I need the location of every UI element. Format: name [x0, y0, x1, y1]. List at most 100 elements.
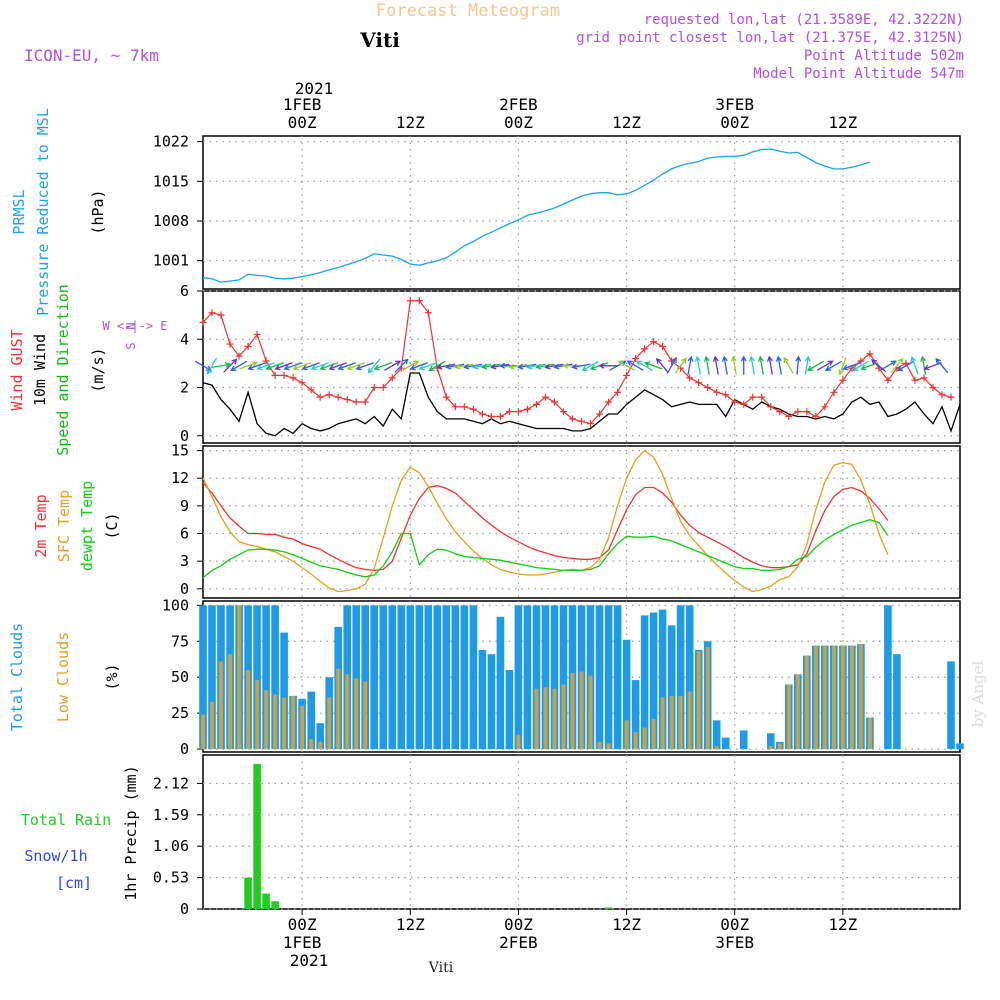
gust-marker: [343, 396, 351, 404]
axis-label-cm: [cm]: [56, 874, 92, 892]
gust-marker: [559, 408, 567, 416]
total-cloud-bar: [199, 605, 207, 750]
total-cloud-bar: [532, 605, 541, 750]
arrow-shaft: [732, 356, 737, 375]
low-cloud-bar: [570, 672, 575, 750]
total-cloud-bar: [352, 605, 360, 750]
axis-label-rain: Total Rain: [21, 811, 111, 829]
total-cloud-bar: [307, 691, 315, 750]
gust-marker: [758, 393, 766, 401]
axis-label-prmsl: PRMSL: [10, 189, 28, 234]
arrow-head: [454, 363, 461, 370]
arrow-head: [436, 363, 443, 370]
arrow-shaft: [656, 358, 669, 374]
wind-direction-arrow: [806, 360, 824, 371]
arrow-head: [804, 355, 811, 362]
y-tick-label: 0: [180, 427, 189, 445]
low-cloud-bar: [669, 695, 674, 750]
total-cloud-bar: [442, 605, 451, 750]
gust-marker: [803, 408, 811, 416]
date-label: 1FEB: [283, 95, 322, 114]
arrow-shaft: [374, 362, 392, 370]
y-tick-label: 1001: [153, 252, 189, 270]
wind-direction-arrow: [923, 362, 942, 371]
arrow-head: [413, 360, 420, 366]
gust-marker: [938, 391, 946, 399]
arrow-head: [230, 365, 237, 371]
low-cloud-bar: [849, 645, 854, 750]
wind-direction-arrow: [643, 361, 663, 370]
arrow-shaft: [843, 362, 861, 370]
arrow-shaft: [572, 363, 591, 368]
arrow-head: [292, 364, 299, 371]
total-cloud-bar: [460, 605, 469, 750]
gust-marker: [605, 398, 613, 406]
total-cloud-bar: [604, 605, 613, 750]
wind-direction-arrow: [472, 363, 492, 370]
arrow-head: [310, 364, 317, 371]
time-tick-label: 00Z: [720, 113, 749, 132]
arrow-shaft: [924, 362, 942, 370]
gust-marker: [271, 371, 279, 379]
wind-direction-arrow: [804, 355, 811, 375]
gust-marker: [659, 342, 667, 350]
total-cloud-bar: [370, 605, 378, 750]
low-cloud-bar: [543, 687, 548, 750]
y-tick-label: 100: [162, 596, 189, 614]
low-cloud-bar: [813, 645, 818, 750]
low-cloud-bar: [624, 720, 629, 750]
y-tick-label: 1.06: [153, 837, 189, 855]
total-cloud-bar: [469, 605, 478, 750]
arrow-head: [626, 360, 633, 366]
gust-marker: [785, 412, 793, 420]
arrow-head: [687, 355, 694, 362]
axis-unit-clouds: (%): [103, 663, 121, 690]
wind-direction-arrow: [526, 363, 546, 370]
gridpoint-coords: grid point closest lon,lat (21.375E, 42.…: [576, 30, 964, 46]
arrow-head: [231, 358, 238, 365]
low-cloud-bar: [273, 694, 278, 750]
arrow-head: [526, 363, 533, 370]
arrow-shaft: [705, 356, 710, 375]
time-tick-label: 12Z: [612, 915, 641, 934]
low-cloud-bar: [201, 714, 205, 750]
wind-direction-arrow: [212, 362, 232, 368]
arrow-shaft: [302, 362, 320, 370]
gust-marker: [379, 384, 387, 392]
panels: 1001 1008 1015 1022 PRMSL Pressure Reduced to…: [8, 108, 964, 918]
low-cloud-bar: [327, 697, 332, 750]
panel-clouds: 0 25 50 75 100 Total Clouds Low Clouds (%): [8, 596, 964, 758]
low-cloud-bar: [255, 680, 260, 750]
wind-direction-arrow: [666, 356, 677, 374]
arrow-shaft: [911, 357, 919, 375]
total-cloud-bar: [379, 605, 388, 750]
gust-marker: [244, 342, 252, 350]
total-cloud-bar: [685, 605, 694, 750]
time-tick-label: 12Z: [396, 113, 425, 132]
arrow-head: [671, 356, 677, 364]
gust-marker: [307, 386, 315, 394]
arrow-head: [373, 364, 380, 371]
total-cloud-bar: [613, 605, 622, 750]
wind-direction-arrow: [256, 362, 275, 371]
arrow-shaft: [644, 362, 663, 370]
arrow-shaft: [284, 362, 302, 370]
total-cloud-bar: [658, 609, 667, 750]
arrow-shaft: [825, 360, 842, 371]
arrow-head: [283, 364, 290, 371]
gust-marker: [334, 393, 342, 401]
gust-marker: [217, 311, 225, 319]
location-title: Viti: [359, 28, 400, 52]
wind-direction-arrow: [571, 363, 591, 370]
arrow-shaft: [804, 356, 810, 375]
low-cloud-bar: [606, 743, 611, 750]
arrow-shaft: [223, 358, 237, 373]
wind-direction-arrow: [635, 360, 653, 371]
arrow-shaft: [723, 356, 728, 375]
arrow-head: [337, 364, 344, 371]
total-cloud-bar: [271, 605, 279, 750]
wind-direction-arrow: [712, 355, 719, 375]
arrow-head: [409, 364, 416, 371]
arrow-shaft: [759, 356, 764, 375]
arrow-shaft: [320, 362, 338, 370]
